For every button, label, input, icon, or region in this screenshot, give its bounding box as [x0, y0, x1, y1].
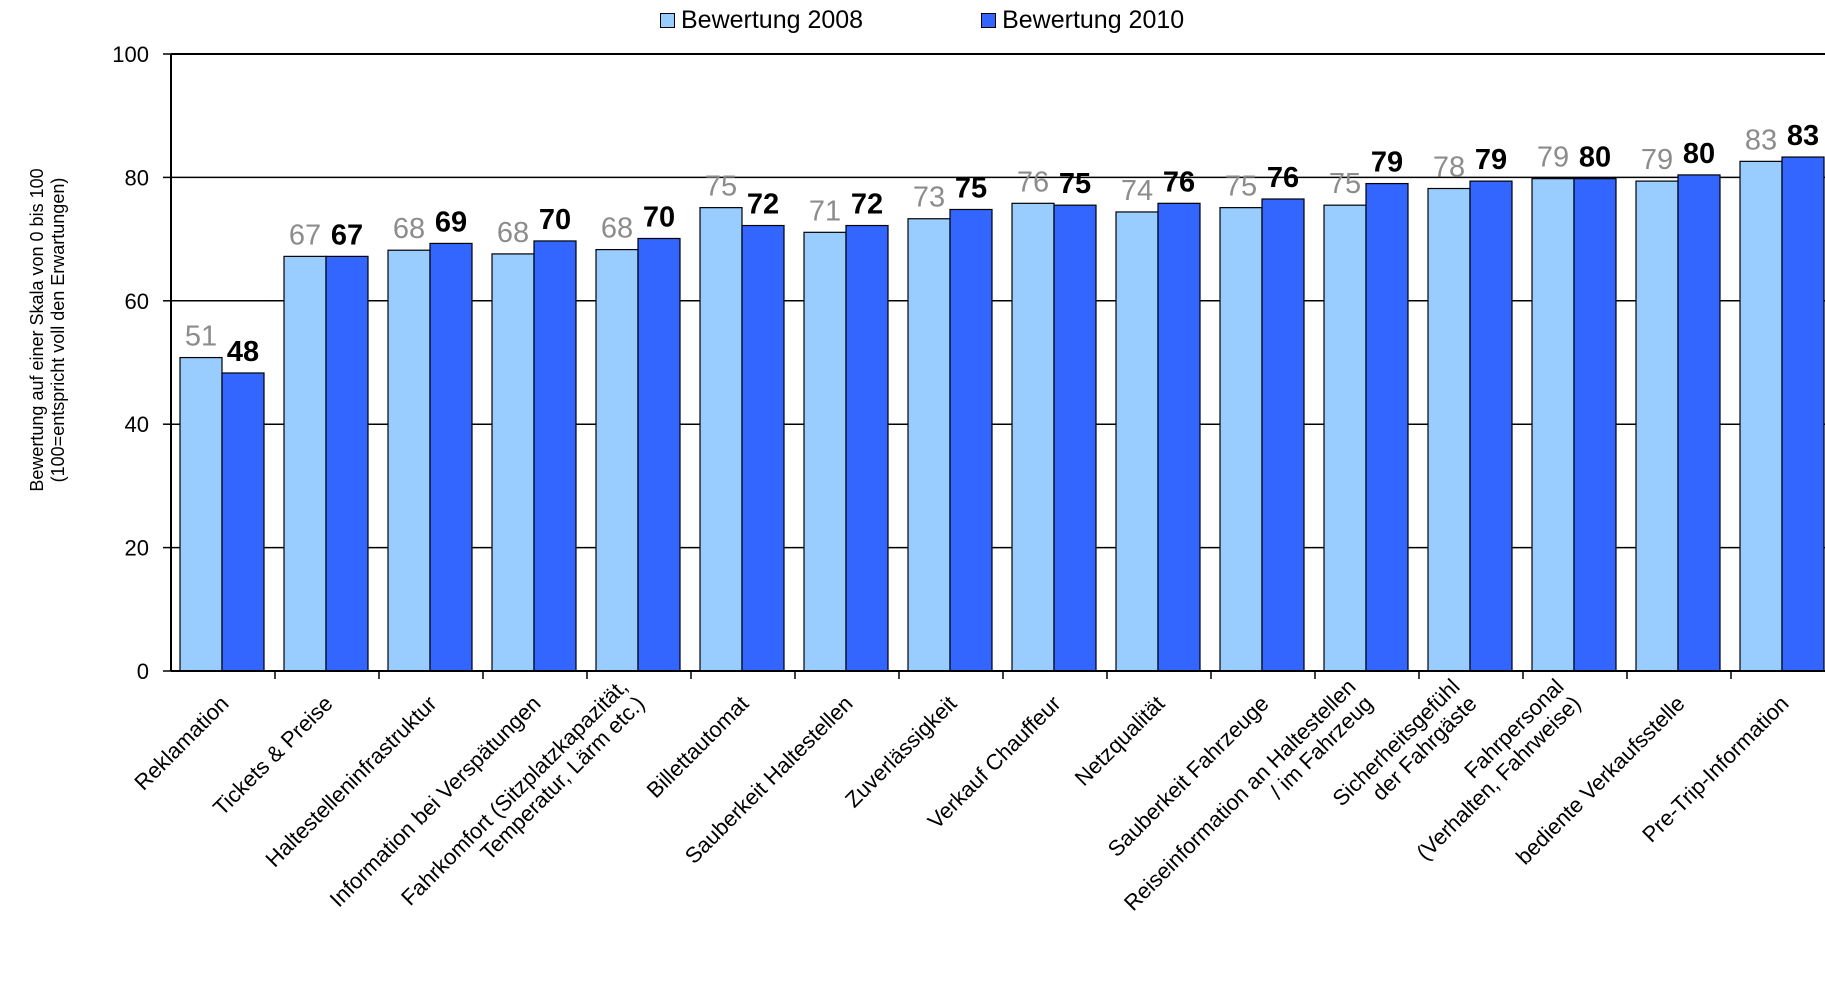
- bar-2010: [325, 255, 369, 672]
- data-label-2010: 80: [1579, 142, 1611, 174]
- bar-2010: [1677, 174, 1721, 672]
- bar-2010: [429, 242, 473, 672]
- bar-2008: [1011, 202, 1055, 672]
- data-label-2010: 83: [1787, 120, 1819, 152]
- x-tick-label: Billettautomat: [642, 691, 754, 803]
- data-label-2008: 51: [185, 321, 217, 353]
- x-tick-label-line: Reklamation: [129, 691, 233, 795]
- bar-2010: [949, 208, 993, 672]
- data-label-2008: 74: [1121, 175, 1153, 207]
- bar-2010: [845, 224, 889, 672]
- data-label-2008: 73: [913, 182, 945, 214]
- data-label-2010: 80: [1683, 138, 1715, 170]
- data-label-2010: 67: [331, 219, 363, 251]
- data-label-2010: 70: [643, 201, 675, 233]
- bar-2008: [1115, 211, 1159, 672]
- y-tick-label: 100: [112, 42, 149, 67]
- data-label-2010: 72: [851, 189, 883, 221]
- bar-2008: [699, 207, 743, 672]
- legend-item-2010: Bewertung 2010: [981, 6, 1184, 35]
- data-label-2008: 75: [1329, 168, 1361, 200]
- data-label-2008: 78: [1433, 152, 1465, 184]
- bar-2010: [741, 224, 785, 672]
- bar-2008: [1427, 187, 1471, 672]
- data-label-2010: 48: [227, 336, 259, 368]
- bar-2010: [1469, 180, 1513, 672]
- data-label-2010: 79: [1371, 147, 1403, 179]
- bar-2008: [595, 248, 639, 672]
- data-label-2010: 75: [955, 172, 987, 204]
- bar-2008: [387, 249, 431, 672]
- data-label-2010: 76: [1163, 166, 1195, 198]
- bar-2010: [1261, 198, 1305, 672]
- bar-2008: [1531, 178, 1575, 672]
- data-label-2008: 68: [393, 213, 425, 245]
- data-label-2008: 75: [1225, 171, 1257, 203]
- bar-2008: [1323, 204, 1367, 672]
- bar-2010: [533, 240, 577, 672]
- data-label-2008: 75: [705, 171, 737, 203]
- x-tick-label: Sauberkeit Haltestellen: [680, 691, 858, 869]
- bar-2008: [491, 253, 535, 672]
- data-label-2010: 75: [1059, 168, 1091, 200]
- legend: Bewertung 2008 Bewertung 2010: [660, 6, 1302, 35]
- bar-2010: [221, 372, 265, 672]
- x-tick-label-line: Netzqualität: [1070, 691, 1170, 791]
- legend-swatch-2008: [660, 13, 675, 28]
- data-label-2008: 68: [497, 217, 529, 249]
- data-label-2010: 79: [1475, 144, 1507, 176]
- bar-2010: [1781, 156, 1825, 672]
- bar-2010: [1157, 202, 1201, 672]
- bar-2008: [803, 231, 847, 672]
- y-tick-label: 40: [125, 412, 149, 437]
- data-label-2008: 76: [1017, 166, 1049, 198]
- data-label-2008: 79: [1641, 144, 1673, 176]
- data-label-2008: 68: [601, 213, 633, 245]
- data-label-2010: 76: [1267, 162, 1299, 194]
- data-label-2008: 67: [289, 219, 321, 251]
- bar-2008: [907, 218, 951, 672]
- y-axis-title-line2: (100=entspricht voll den Erwartungen): [48, 177, 68, 483]
- x-tick-label-line: Sauberkeit Haltestellen: [680, 691, 858, 869]
- data-label-2010: 70: [539, 204, 571, 236]
- bar-2010: [1053, 204, 1097, 672]
- bar-2008: [1219, 207, 1263, 672]
- legend-item-2008: Bewertung 2008: [660, 6, 863, 35]
- x-tick-label: Haltestelleninfrastruktur: [260, 691, 441, 872]
- data-label-2010: 72: [747, 189, 779, 221]
- bar-2008: [179, 356, 223, 672]
- x-tick-label-line: Billettautomat: [642, 691, 754, 803]
- y-tick-label: 80: [125, 165, 149, 190]
- legend-label-2010: Bewertung 2010: [1002, 6, 1185, 34]
- y-axis-title-line1: Bewertung auf einer Skala von 0 bis 100: [27, 168, 47, 492]
- legend-swatch-2010: [981, 13, 997, 28]
- bar-2010: [1365, 182, 1409, 672]
- y-tick-label: 0: [137, 659, 149, 684]
- x-tick-label-line: Haltestelleninfrastruktur: [260, 691, 441, 872]
- x-tick-label: Reklamation: [129, 691, 233, 795]
- bar-2010: [637, 237, 681, 672]
- y-tick-label: 60: [125, 289, 149, 314]
- bar-2008: [283, 255, 327, 672]
- bar-2008: [1739, 160, 1783, 672]
- x-tick-label: Netzqualität: [1070, 691, 1170, 791]
- data-label-2008: 83: [1745, 124, 1777, 156]
- bar-2010: [1573, 178, 1617, 672]
- bar-2008: [1635, 180, 1679, 672]
- data-label-2010: 69: [435, 206, 467, 238]
- legend-label-2008: Bewertung 2008: [681, 6, 864, 34]
- y-tick-label: 20: [125, 536, 149, 561]
- data-label-2008: 71: [809, 195, 841, 227]
- data-label-2008: 79: [1537, 142, 1569, 174]
